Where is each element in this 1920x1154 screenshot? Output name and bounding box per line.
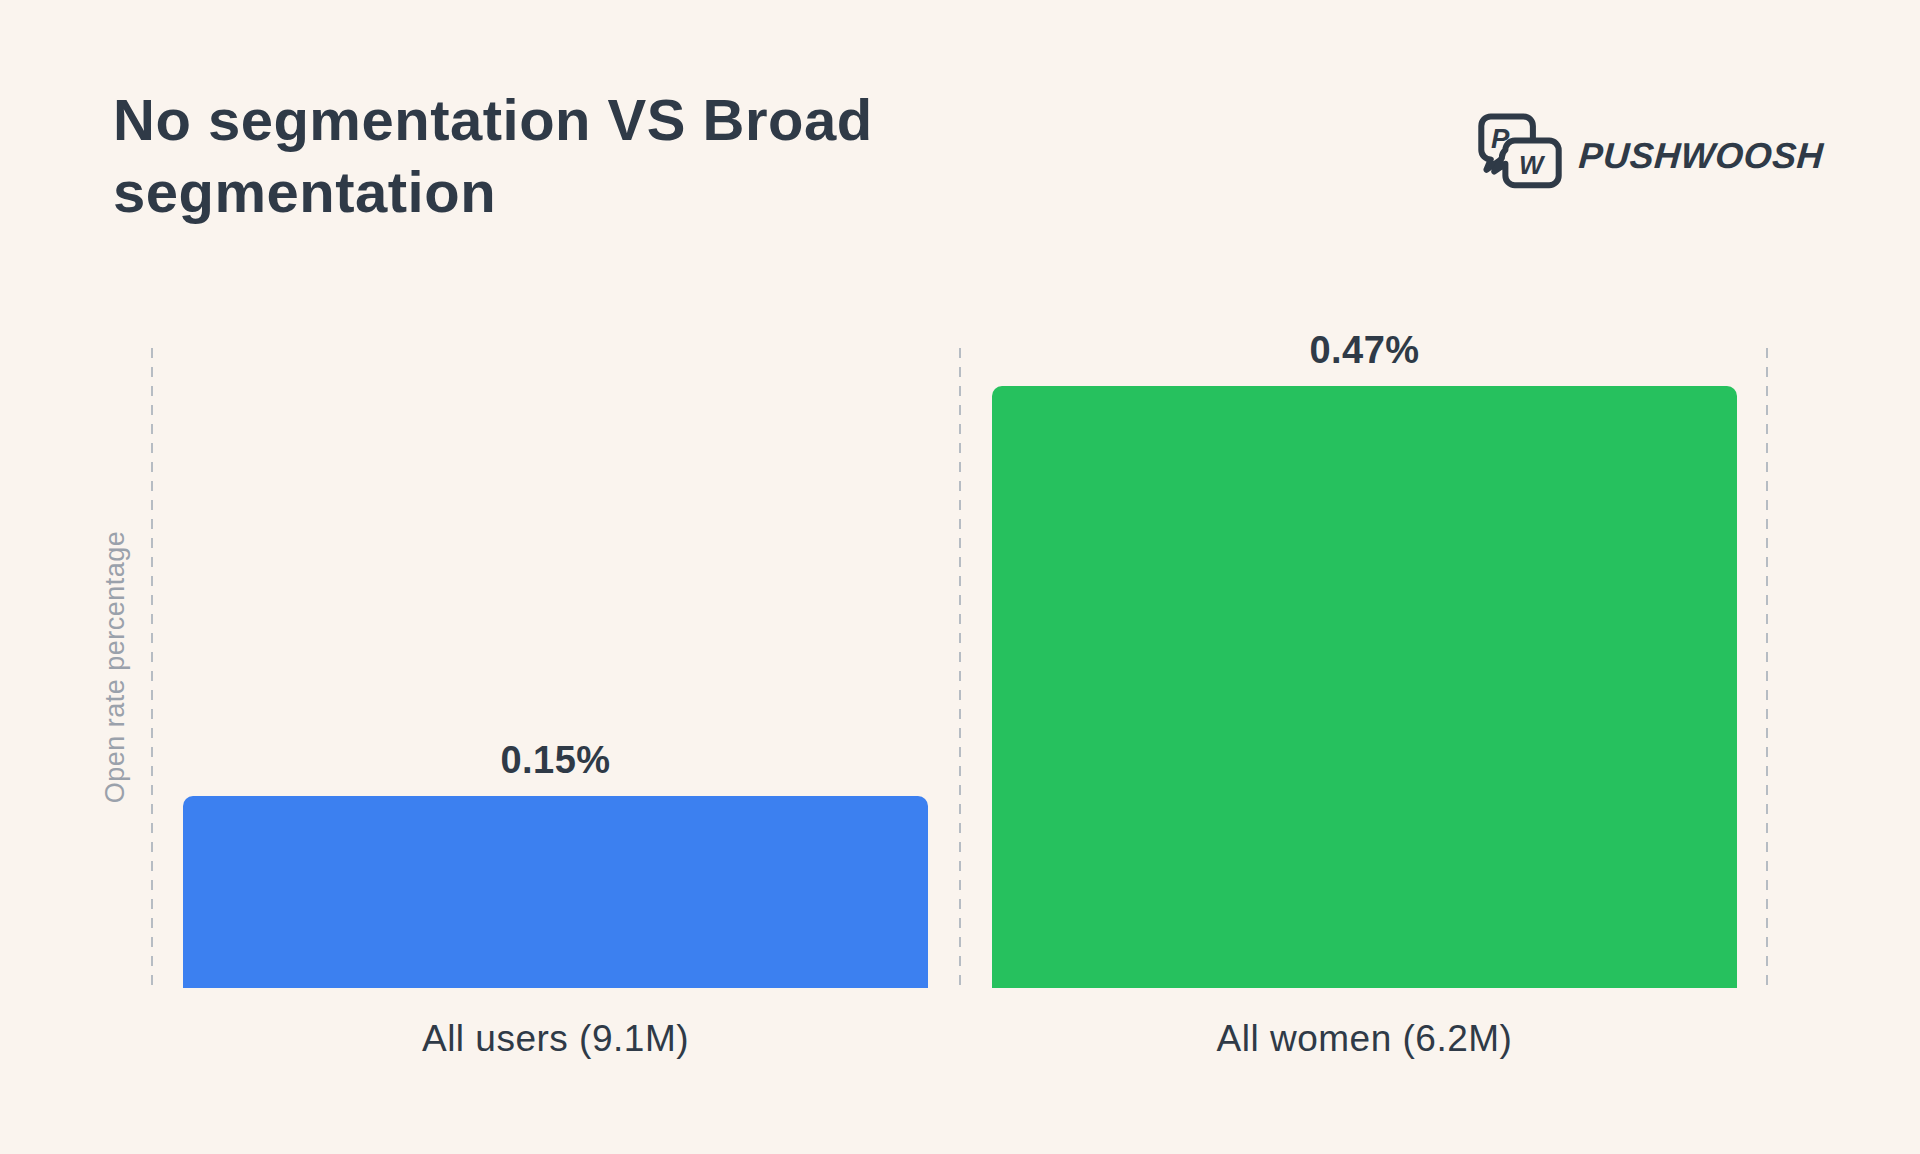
pushwoosh-speech-bubbles-icon: P W — [1477, 112, 1563, 194]
page-title: No segmentation VS Broad segmentation — [113, 84, 1113, 228]
infographic-canvas: No segmentation VS Broad segmentation P … — [0, 0, 1920, 1154]
dashed-guide-line-left — [151, 348, 153, 988]
brand-wordmark: PUSHWOOSH — [1577, 129, 1825, 177]
x-axis-label-all-users: All users (9.1M) — [183, 1018, 928, 1060]
dashed-guide-line-middle — [959, 348, 961, 988]
bar-value-label-all-women: 0.47% — [992, 329, 1737, 372]
bar-all-women — [992, 386, 1737, 988]
bar-chart-plot-area: 0.15% 0.47% — [0, 348, 1920, 988]
dashed-guide-line-right — [1766, 348, 1768, 988]
bar-all-users — [183, 796, 928, 988]
svg-text:P: P — [1491, 123, 1510, 154]
bar-value-label-all-users: 0.15% — [183, 739, 928, 782]
x-axis-label-all-women: All women (6.2M) — [992, 1018, 1737, 1060]
svg-text:W: W — [1519, 151, 1546, 179]
brand-logo: P W PUSHWOOSH — [1477, 112, 1824, 194]
